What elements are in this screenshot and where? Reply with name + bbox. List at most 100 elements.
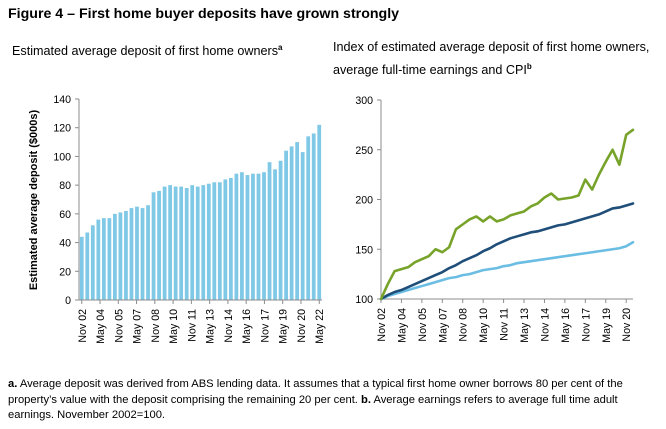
right-x-tick-label: Nov 08: [458, 308, 470, 342]
left-y-tick-label: 80: [59, 180, 71, 192]
left-x-tick-label: May 07: [132, 309, 144, 344]
left-y-tick-label: 20: [59, 266, 71, 278]
deposit-bar: [256, 173, 261, 300]
right-x-tick-label: Nov 11: [499, 308, 511, 341]
deposit-bar: [195, 186, 200, 300]
deposit-bar: [173, 186, 178, 300]
deposit-bar: [157, 190, 161, 300]
right-y-tick-label: 150: [355, 244, 373, 256]
deposit-bar: [306, 136, 311, 300]
right-x-tick-label: May 19: [601, 308, 613, 343]
left-chart-title-text: Estimated average deposit of first home …: [12, 44, 278, 59]
figure-title: Figure 4 – First home buyer deposits hav…: [8, 6, 400, 22]
right-y-tick-label: 200: [355, 195, 373, 207]
deposit-bar: [190, 185, 195, 300]
left-x-tick-label: May 04: [95, 309, 107, 344]
deposit-bar: [85, 232, 90, 300]
deposit-bar: [262, 172, 266, 300]
left-x-tick-label: May 16: [241, 309, 253, 344]
deposit-bar: [212, 182, 217, 300]
deposit-bar: [184, 188, 189, 300]
deposit-bar: [251, 173, 255, 300]
deposit-bar: [101, 218, 106, 300]
footnote-b-marker: b.: [361, 393, 371, 406]
cpi-index-line: [379, 240, 635, 301]
deposit-bar: [278, 160, 283, 300]
deposit-bar: [168, 185, 173, 300]
right-chart-title: Index of estimated average deposit of fi…: [333, 38, 663, 80]
deposit-bar: [96, 219, 101, 300]
deposit-bar: [151, 192, 156, 300]
deposit-bar: [240, 172, 244, 300]
right-x-tick-label: Nov 17: [580, 308, 592, 342]
deposit-bar: [129, 208, 134, 300]
left-y-axis-label: Estimated average deposit ($000s): [28, 109, 40, 290]
left-x-tick-label: Nov 08: [150, 309, 162, 343]
deposit-bar: [113, 213, 117, 300]
left-chart-title: Estimated average deposit of first home …: [12, 38, 282, 61]
deposit-bar: [217, 182, 222, 300]
left-y-tick-label: 100: [53, 151, 71, 163]
deposit-bar: [234, 173, 239, 300]
right-chart-title-text: Index of estimated average deposit of fi…: [333, 40, 650, 78]
left-y-tick-label: 60: [59, 209, 71, 221]
left-x-tick-label: May 22: [314, 309, 326, 344]
deposit-index-line: [379, 128, 635, 301]
right-chart-title-superscript: b: [526, 62, 532, 71]
left-x-tick-label: Nov 14: [223, 309, 235, 343]
footnote-a-text: Average deposit was derived from ABS len…: [8, 378, 623, 406]
right-x-tick-label: Nov 02: [376, 308, 388, 342]
footnote-b-text: Average earnings refers to average full …: [8, 393, 618, 422]
deposit-bar: [284, 150, 288, 300]
right-x-tick-label: May 16: [560, 308, 572, 343]
deposit-bar: [223, 179, 228, 300]
footnote-a-marker: a.: [8, 378, 18, 390]
earnings-index-line: [379, 202, 635, 301]
deposit-bar: [206, 183, 211, 300]
deposit-bar: [140, 208, 145, 300]
deposit-bar: [317, 124, 322, 300]
deposit-bar: [295, 142, 300, 300]
left-y-tick-label: 140: [53, 94, 71, 106]
right-y-tick-label: 250: [355, 145, 373, 157]
deposit-bar: [273, 169, 277, 300]
left-x-tick-label: Nov 11: [186, 309, 198, 342]
right-x-tick-label: Nov 20: [621, 308, 633, 342]
left-x-tick-label: May 19: [278, 309, 290, 344]
left-x-tick-label: May 10: [168, 309, 180, 344]
right-y-tick-label: 100: [355, 294, 373, 306]
deposit-bar: [79, 236, 84, 300]
left-x-tick-label: May 13: [205, 309, 217, 344]
left-y-tick-label: 0: [65, 295, 71, 307]
left-x-tick-label: Nov 20: [296, 309, 308, 343]
deposit-bar: [135, 206, 139, 300]
left-y-tick-label: 120: [53, 123, 71, 135]
left-x-tick-label: Nov 17: [259, 309, 271, 343]
deposit-bar: [90, 225, 95, 300]
deposit-bar: [146, 205, 150, 300]
deposit-bar: [162, 186, 167, 300]
deposit-bar: [267, 162, 272, 300]
right-y-tick-label: 300: [355, 95, 373, 107]
left-x-tick-label: Nov 05: [113, 309, 125, 343]
right-x-tick-label: Nov 05: [417, 308, 429, 342]
deposit-bar: [300, 152, 305, 300]
deposit-bar: [289, 146, 294, 300]
deposit-bar: [201, 185, 206, 300]
footnote: a. Average deposit was derived from ABS …: [8, 377, 658, 424]
deposit-bar: [311, 133, 316, 300]
deposit-bar: [124, 210, 128, 300]
right-x-tick-label: May 10: [478, 308, 490, 343]
right-x-tick-label: Nov 14: [539, 308, 551, 342]
deposit-bar: [229, 177, 233, 300]
deposit-bar: [107, 218, 112, 300]
left-chart-title-superscript: a: [278, 43, 283, 52]
deposit-bar: [118, 212, 123, 300]
right-x-tick-label: May 07: [437, 308, 449, 343]
right-x-tick-label: May 13: [519, 308, 531, 343]
deposit-bar: [245, 175, 250, 300]
right-x-tick-label: May 04: [396, 308, 408, 343]
deposit-bar: [179, 186, 184, 300]
left-y-tick-label: 40: [59, 238, 71, 250]
